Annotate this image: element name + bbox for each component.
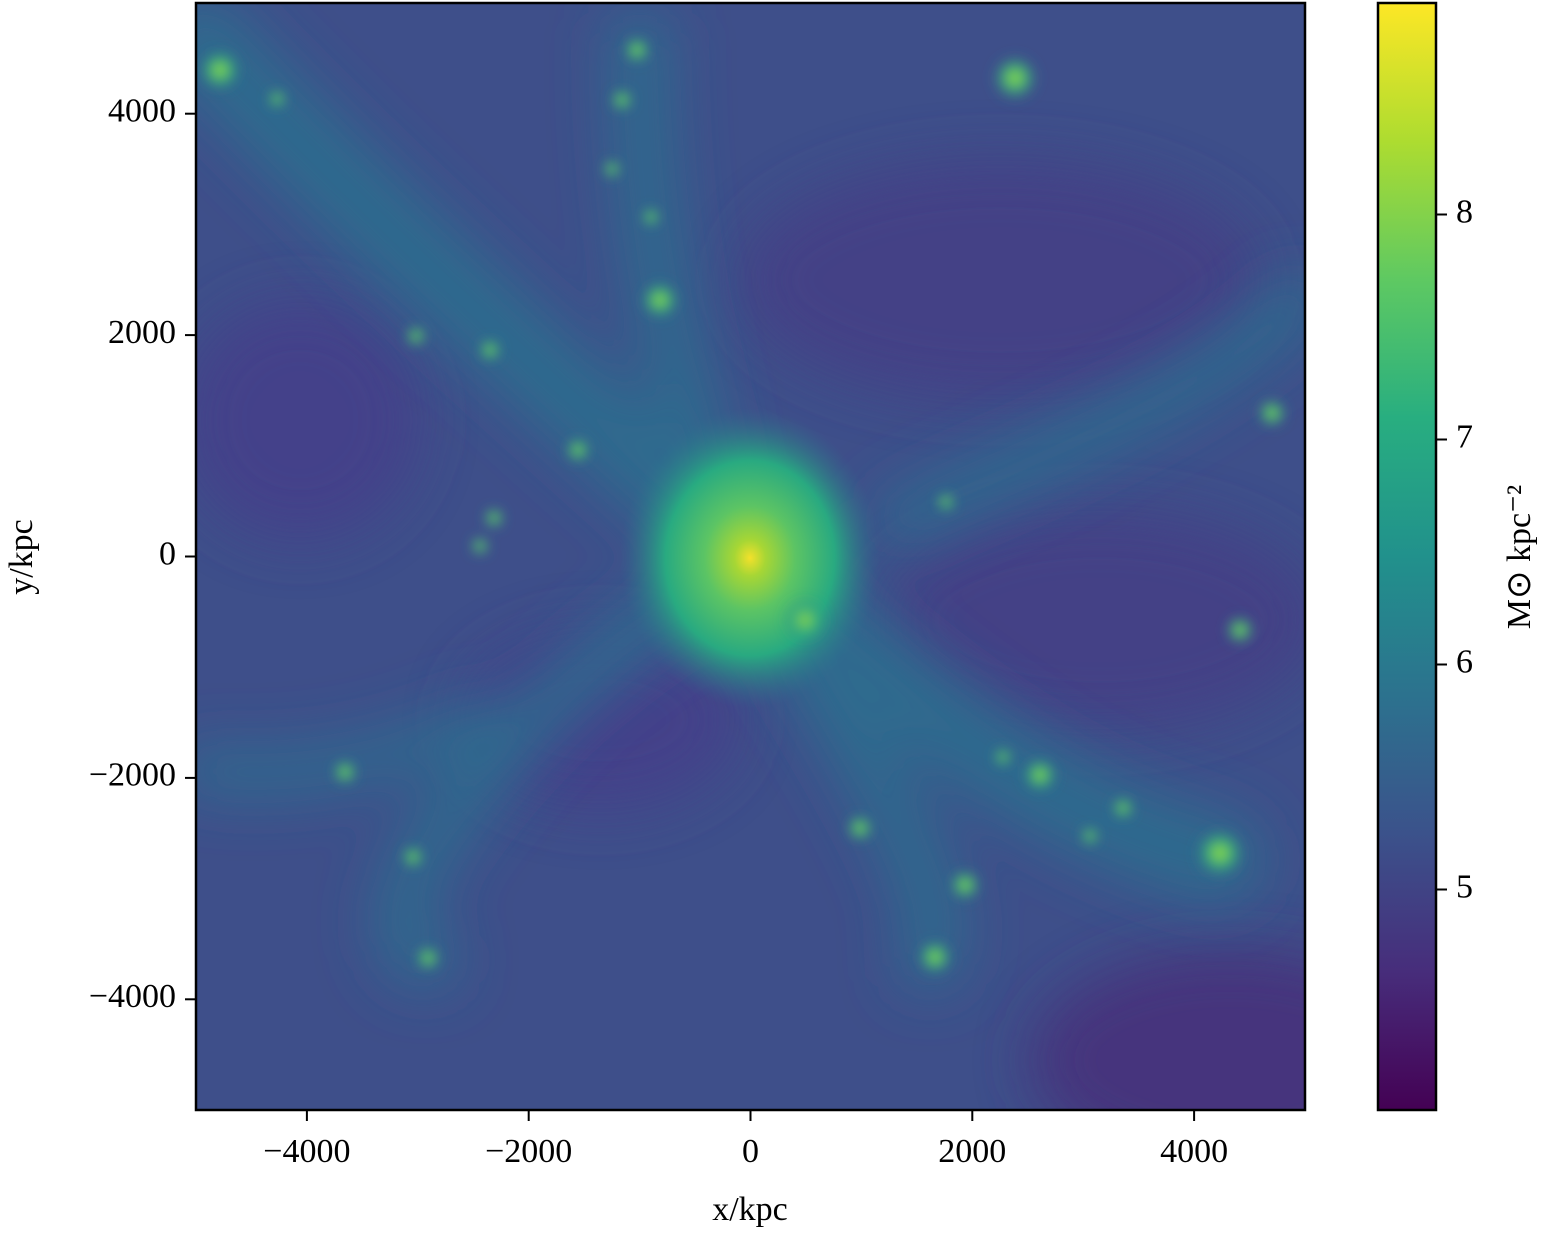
y-tick-label: 4000 (108, 92, 176, 129)
y-tick-label: 0 (159, 535, 176, 572)
y-tick-label: −2000 (89, 757, 176, 794)
y-axis-label: y/kpc (3, 519, 40, 595)
colorbar-tick-label: 7 (1456, 418, 1473, 455)
colorbar-tick-label: 6 (1456, 643, 1473, 680)
density-field (196, 3, 1305, 1110)
y-tick-label: 2000 (108, 314, 176, 351)
colorbar (1376, 1, 1438, 1112)
x-tick-label: −4000 (263, 1133, 350, 1170)
x-tick-label: 4000 (1160, 1133, 1228, 1170)
x-tick-label: 0 (742, 1133, 759, 1170)
y-tick-label: −4000 (89, 978, 176, 1015)
x-axis-label: x/kpc (712, 1191, 788, 1228)
colorbar-label: M⊙ kpc⁻² (1501, 485, 1538, 629)
x-tick-label: −2000 (485, 1133, 572, 1170)
x-tick-label: 2000 (938, 1133, 1006, 1170)
colorbar-tick-label: 8 (1456, 193, 1473, 230)
colorbar-tick-label: 5 (1456, 868, 1473, 905)
